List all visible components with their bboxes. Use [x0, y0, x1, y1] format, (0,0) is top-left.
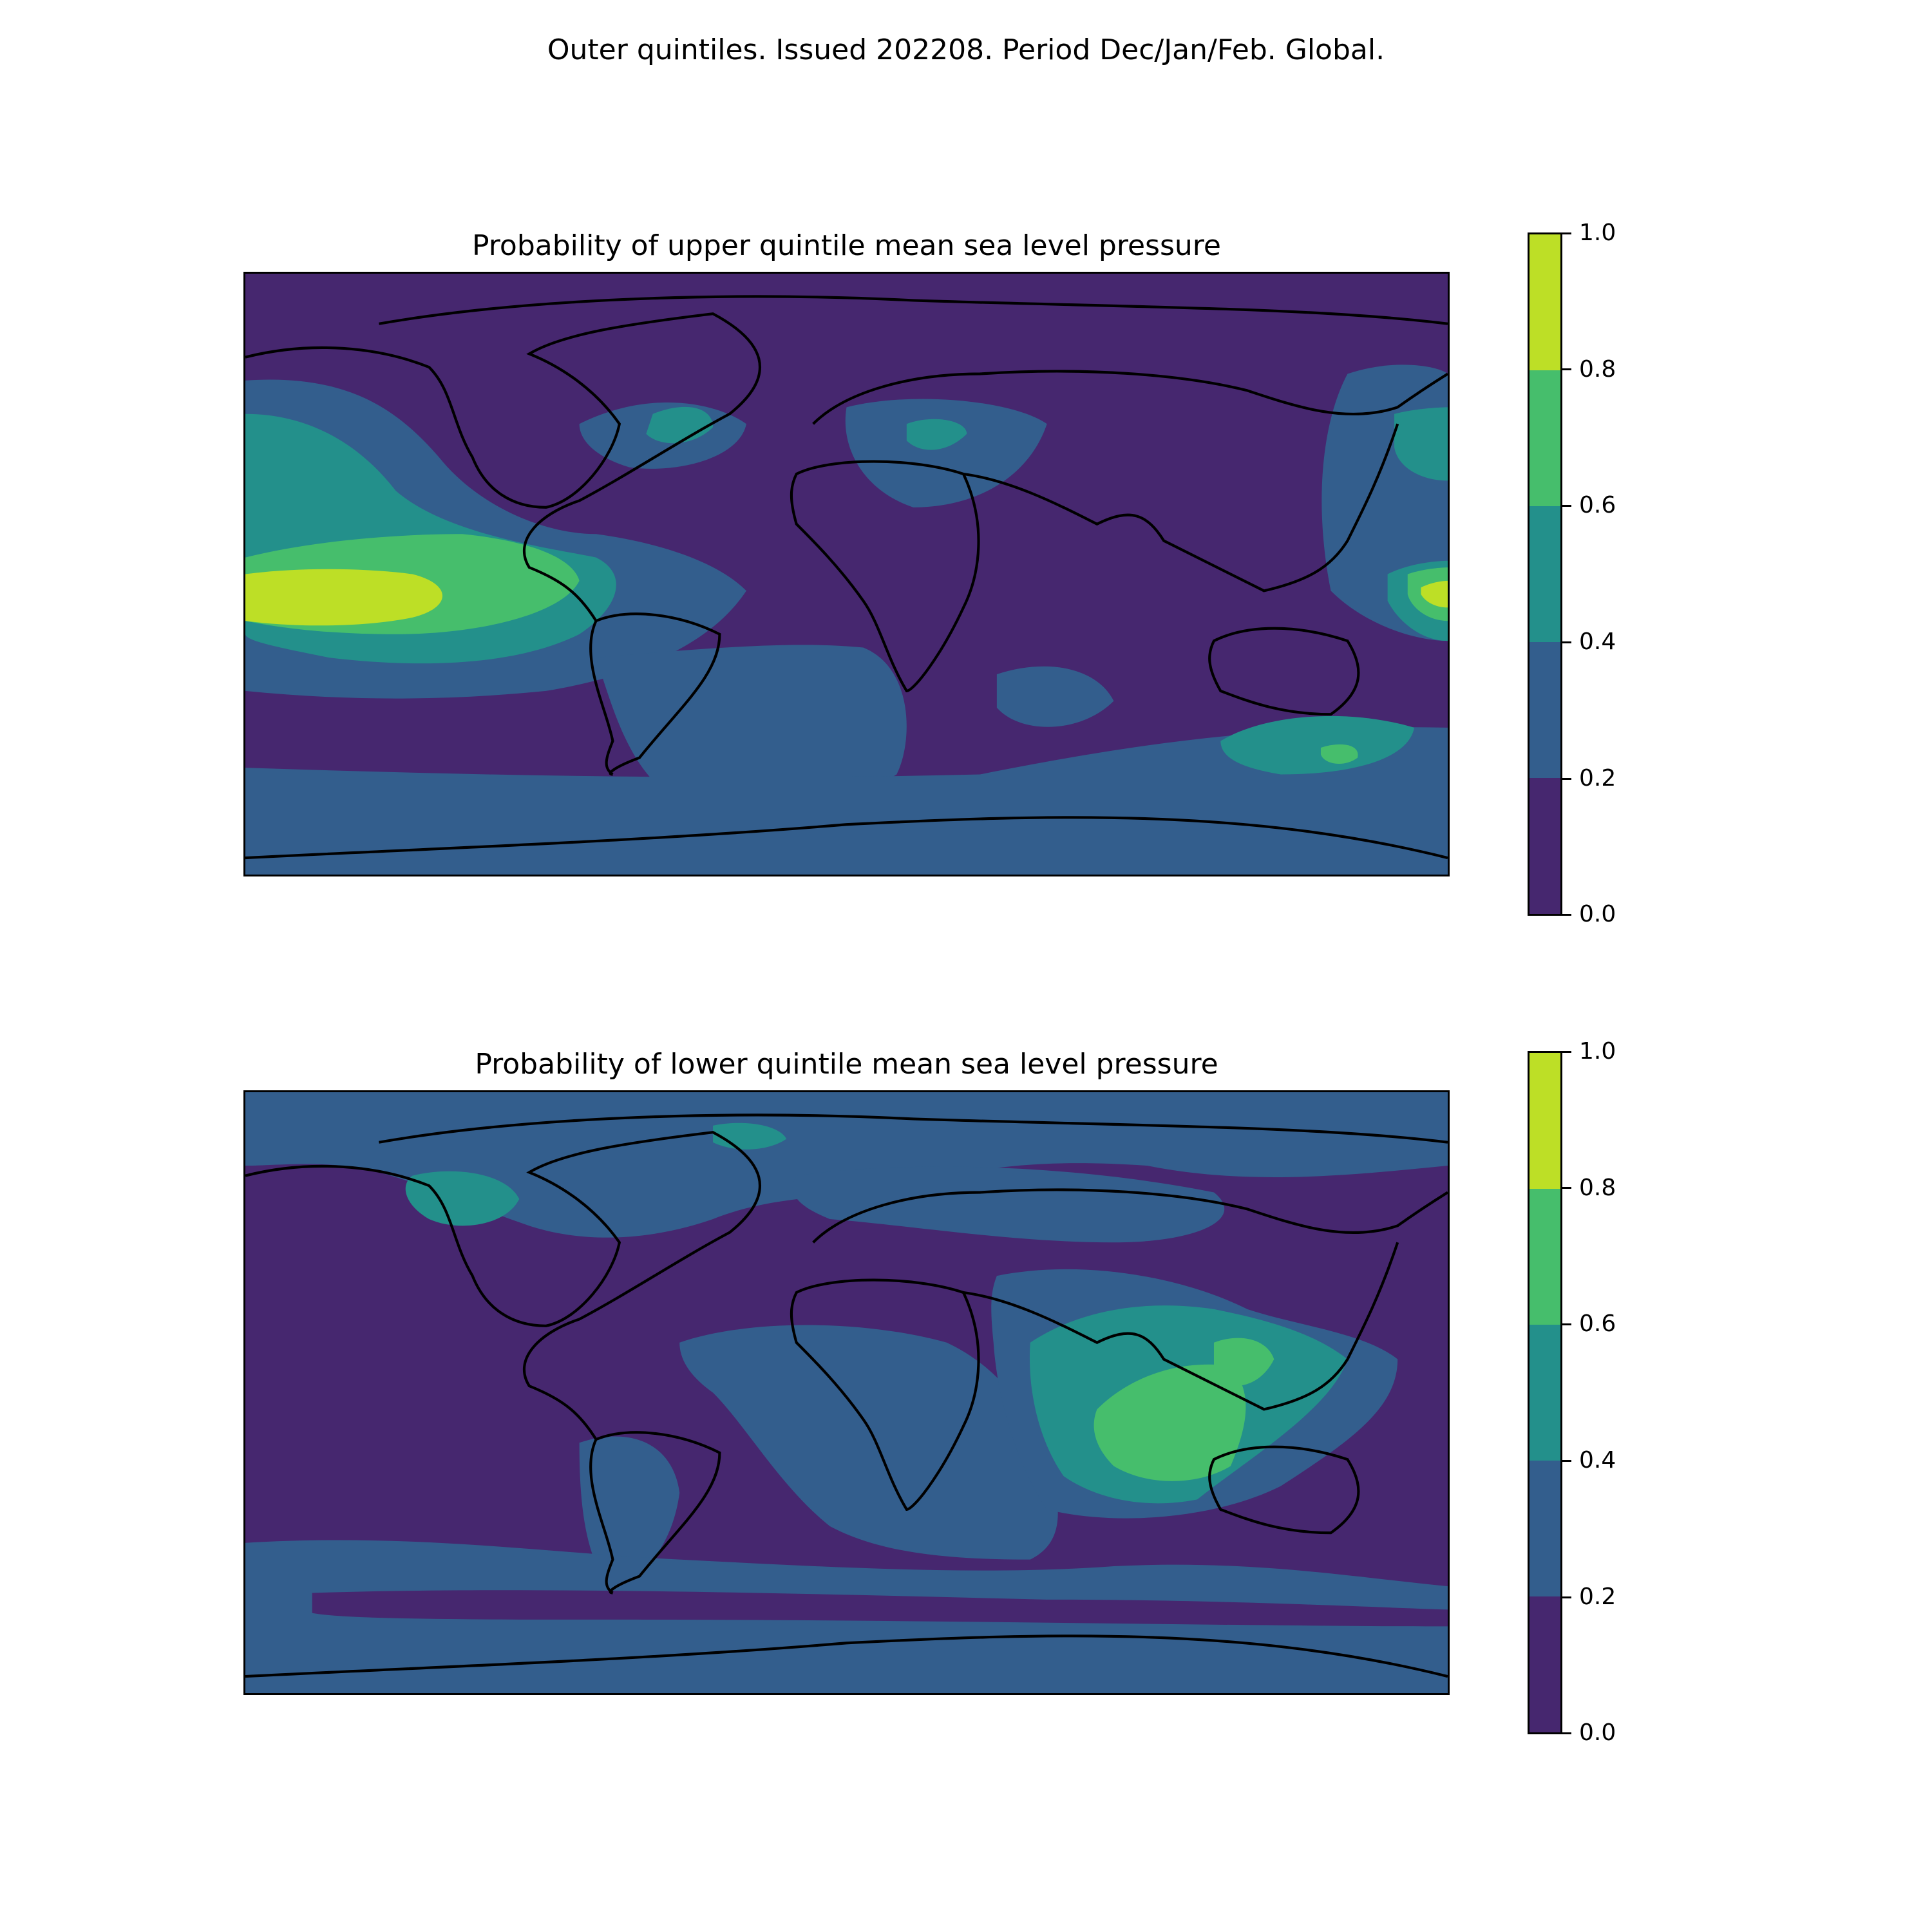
colorbar-lower — [1528, 1051, 1562, 1734]
east-pacific-max — [245, 569, 442, 626]
colorbar-lower-segment — [1530, 1053, 1560, 1189]
colorbar-upper-tick-label: 0.4 — [1579, 629, 1616, 655]
colorbar-lower-segment — [1530, 1189, 1560, 1325]
map-lower-quintile — [243, 1090, 1450, 1695]
coastlines — [245, 295, 1448, 860]
figure-title: Outer quintiles. Issued 202208. Period D… — [547, 33, 1385, 66]
colorbar-lower-tick-label: 0.0 — [1579, 1719, 1616, 1746]
colorbar-upper-tick-label: 0.2 — [1579, 765, 1616, 791]
colorbar-upper-tick — [1562, 641, 1571, 643]
indonesia-max — [1213, 1338, 1274, 1387]
mediterranean-core — [906, 419, 967, 450]
colorbar-lower-tick-label: 0.2 — [1579, 1584, 1616, 1610]
coastlines — [245, 1113, 1448, 1678]
colorbar-upper — [1528, 232, 1562, 916]
colorbar-lower-tick — [1562, 1460, 1571, 1462]
colorbar-lower-tick-label: 0.4 — [1579, 1447, 1616, 1473]
southern-ocean — [245, 727, 1448, 875]
upper-quintile-field — [245, 274, 1448, 875]
panel-1-title: Probability of upper quintile mean sea l… — [472, 229, 1221, 262]
colorbar-lower-tick — [1562, 1596, 1571, 1598]
panel-2-title: Probability of lower quintile mean sea l… — [475, 1048, 1218, 1081]
indian-south — [996, 666, 1114, 727]
colorbar-lower-segment — [1530, 1325, 1560, 1461]
colorbar-upper-tick-label: 0.0 — [1579, 901, 1616, 927]
colorbar-upper-tick — [1562, 505, 1571, 507]
colorbar-upper-tick-label: 0.8 — [1579, 356, 1616, 383]
colorbar-upper-segment — [1530, 370, 1560, 506]
colorbar-lower-tick-label: 1.0 — [1579, 1038, 1616, 1065]
colorbar-upper-tick-label: 1.0 — [1579, 220, 1616, 246]
map-upper-quintile — [243, 272, 1450, 876]
colorbar-upper-segment — [1530, 642, 1560, 778]
south-america-band — [579, 1436, 680, 1593]
colorbar-upper-segment — [1530, 778, 1560, 914]
indian-ocean-max — [1094, 1364, 1246, 1481]
tropical-atlantic-africa — [679, 1325, 1058, 1560]
colorbar-upper-tick — [1562, 368, 1571, 370]
arctic-band — [245, 1092, 1448, 1238]
colorbar-upper-segment — [1530, 506, 1560, 642]
colorbar-lower-tick-label: 0.6 — [1579, 1311, 1616, 1337]
colorbar-lower-tick-label: 0.8 — [1579, 1175, 1616, 1201]
colorbar-lower-tick — [1562, 1323, 1571, 1325]
eurasia-north — [792, 1166, 1225, 1243]
colorbar-upper-tick — [1562, 914, 1571, 916]
colorbar-upper-segment — [1530, 234, 1560, 370]
tasman-core — [1220, 715, 1415, 775]
colorbar-lower-tick — [1562, 1051, 1571, 1053]
tasman-0.6 — [1320, 744, 1358, 764]
colorbar-lower-segment — [1530, 1461, 1560, 1596]
antarctic-gap — [312, 1590, 1448, 1627]
colorbar-upper-tick-label: 0.6 — [1579, 492, 1616, 518]
west-pacific-max — [1421, 580, 1448, 608]
lower-quintile-field — [245, 1092, 1448, 1693]
colorbar-lower-tick — [1562, 1187, 1571, 1189]
colorbar-lower-tick — [1562, 1732, 1571, 1734]
colorbar-upper-tick — [1562, 778, 1571, 780]
south-atlantic — [596, 645, 907, 805]
colorbar-upper-tick — [1562, 232, 1571, 234]
canada — [405, 1171, 520, 1226]
west-pacific-core — [1394, 407, 1448, 481]
colorbar-lower-segment — [1530, 1596, 1560, 1732]
